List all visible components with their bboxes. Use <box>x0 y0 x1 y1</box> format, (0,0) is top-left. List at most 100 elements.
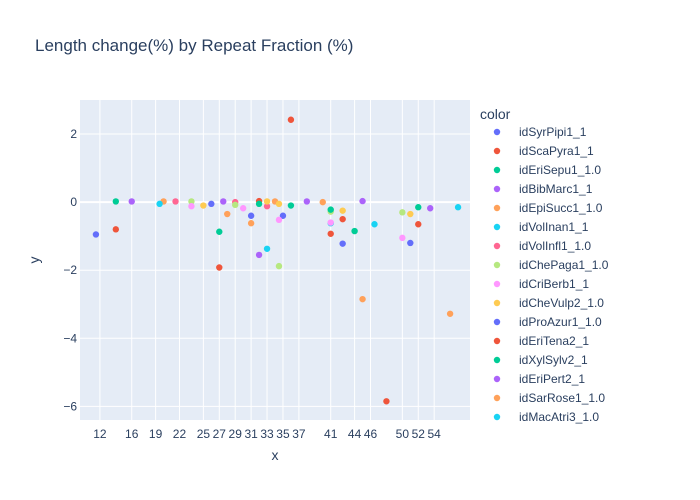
data-point[interactable] <box>383 398 390 405</box>
data-point[interactable] <box>279 212 287 219</box>
legend-item[interactable]: idXylSylv2_1 <box>493 353 588 367</box>
data-point[interactable] <box>427 205 434 212</box>
data-point[interactable] <box>216 264 223 271</box>
data-point[interactable] <box>287 202 295 209</box>
data-point[interactable] <box>454 204 462 211</box>
legend[interactable]: color idSyrPipi1_1 idScaPyra1_1 idEriSepu1… <box>480 106 609 424</box>
legend-item[interactable]: idEpiSucc1_1.0 <box>493 201 603 215</box>
legend-label: idEriPert2_1 <box>519 372 585 386</box>
legend-item[interactable]: idSarRose1_1.0 <box>493 391 606 405</box>
legend-label: idCriBerb1_1 <box>519 277 589 291</box>
x-tick-label: 12 <box>93 427 107 441</box>
data-point[interactable] <box>415 204 422 211</box>
legend-marker <box>493 185 501 193</box>
legend-item[interactable]: idVolInan1_1 <box>493 220 589 234</box>
x-tick-label: 54 <box>428 427 442 441</box>
legend-marker <box>493 318 501 326</box>
legend-item[interactable]: idEriTena2_1 <box>493 334 590 348</box>
legend-item[interactable]: idMacAtri3_1.0 <box>493 410 600 424</box>
data-point[interactable] <box>275 216 283 224</box>
legend-label: idMacAtri3_1.0 <box>519 410 599 424</box>
data-point[interactable] <box>399 234 406 242</box>
data-point[interactable] <box>371 221 378 228</box>
data-point[interactable] <box>327 230 334 237</box>
data-point[interactable] <box>220 198 227 205</box>
legend-label: idSarRose1_1.0 <box>519 391 605 405</box>
legend-item[interactable]: idVolInfl1_1.0 <box>493 239 592 253</box>
data-point[interactable] <box>232 201 239 209</box>
y-axis-title: y <box>26 257 42 264</box>
data-point[interactable] <box>415 221 422 228</box>
legend-item[interactable]: idEriSepu1_1.0 <box>493 163 602 177</box>
data-point[interactable] <box>200 202 207 209</box>
legend-label: idScaPyra1_1 <box>519 144 594 158</box>
chart-title: Length change(%) by Repeat Fraction (%) <box>35 36 353 55</box>
data-point[interactable] <box>172 198 179 205</box>
legend-item[interactable]: idCheVulp2_1.0 <box>493 296 604 310</box>
legend-item[interactable]: idChePaga1_1.0 <box>493 258 609 272</box>
legend-item[interactable]: idScaPyra1_1 <box>493 144 594 158</box>
y-tick-label: −6 <box>63 399 77 413</box>
data-point[interactable] <box>255 251 263 259</box>
data-point[interactable] <box>92 231 100 238</box>
data-point[interactable] <box>208 200 215 208</box>
legend-marker <box>493 375 501 383</box>
data-point[interactable] <box>128 198 135 205</box>
legend-marker <box>493 337 501 345</box>
data-point[interactable] <box>319 198 326 206</box>
legend-item[interactable]: idSyrPipi1_1 <box>493 125 587 139</box>
legend-item[interactable]: idEriPert2_1 <box>493 372 586 386</box>
data-point[interactable] <box>339 207 346 214</box>
data-point[interactable] <box>287 116 295 123</box>
data-point[interactable] <box>339 215 346 223</box>
data-point[interactable] <box>407 239 414 247</box>
y-axis-ticks: 2 0 −2 −4 −6 <box>63 127 77 413</box>
legend-label: idChePaga1_1.0 <box>519 258 609 272</box>
x-axis-title: x <box>272 447 279 463</box>
data-point[interactable] <box>275 200 283 208</box>
data-point[interactable] <box>263 245 271 252</box>
legend-label: idBibMarc1_1 <box>519 182 593 196</box>
data-point[interactable] <box>446 310 454 317</box>
legend-label: idVolInan1_1 <box>519 220 589 234</box>
x-gridlines <box>99 100 435 420</box>
data-point[interactable] <box>303 198 311 205</box>
data-point[interactable] <box>112 226 120 233</box>
data-point[interactable] <box>156 200 163 208</box>
data-point[interactable] <box>275 262 283 270</box>
data-point[interactable] <box>399 209 406 216</box>
data-point[interactable] <box>263 198 271 205</box>
x-tick-label: 16 <box>125 427 139 441</box>
y-gridlines <box>80 133 470 407</box>
data-point[interactable] <box>188 203 195 210</box>
legend-label: idEriTena2_1 <box>519 334 589 348</box>
legend-items[interactable]: idSyrPipi1_1 idScaPyra1_1 idEriSepu1_1.0id… <box>493 125 609 424</box>
data-point[interactable] <box>339 240 346 247</box>
data-point[interactable] <box>216 228 223 235</box>
data-point[interactable] <box>247 212 255 219</box>
legend-label: idEpiSucc1_1.0 <box>519 201 603 215</box>
data-point[interactable] <box>247 220 255 227</box>
legend-item[interactable]: idCriBerb1_1 <box>493 277 590 291</box>
legend-marker <box>493 280 501 288</box>
data-point[interactable] <box>239 205 247 212</box>
data-point[interactable] <box>112 198 120 205</box>
legend-marker <box>493 394 501 402</box>
legend-item[interactable]: idProAzur1_1.0 <box>493 315 602 329</box>
x-tick-label: 50 <box>396 427 410 441</box>
data-point[interactable] <box>407 210 414 218</box>
data-point[interactable] <box>359 295 366 303</box>
legend-item[interactable]: idBibMarc1_1 <box>493 182 593 196</box>
data-point[interactable] <box>351 227 358 235</box>
x-tick-label: 37 <box>292 427 306 441</box>
y-tick-label: −4 <box>63 331 77 345</box>
x-tick-label: 29 <box>229 427 243 441</box>
data-point[interactable] <box>263 203 271 210</box>
data-point[interactable] <box>327 219 334 226</box>
data-point[interactable] <box>359 197 366 205</box>
data-point[interactable] <box>188 198 195 205</box>
data-point[interactable] <box>224 210 231 218</box>
data-point[interactable] <box>255 200 263 208</box>
data-point[interactable] <box>327 206 334 213</box>
x-tick-label: 31 <box>244 427 258 441</box>
